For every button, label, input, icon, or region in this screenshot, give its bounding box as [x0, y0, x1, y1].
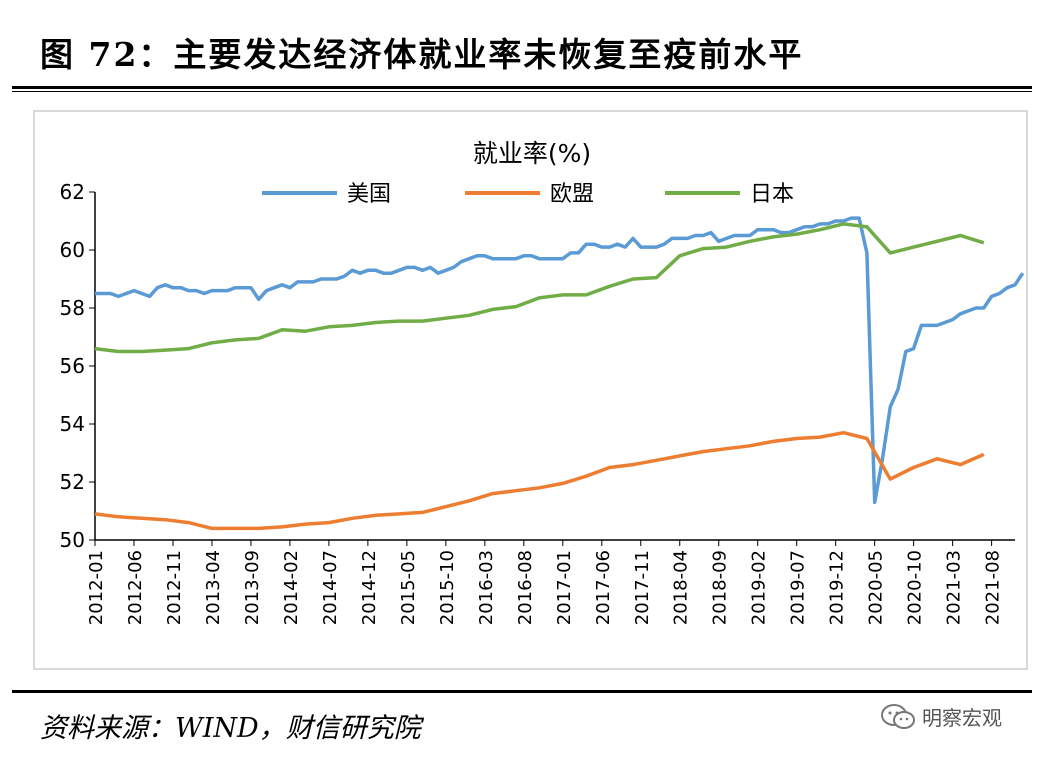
source-note: 资料来源：WIND，财信研究院	[40, 713, 421, 744]
x-tick-label: 2014-02	[281, 550, 302, 625]
legend-label-0: 美国	[347, 182, 391, 207]
series-line-0	[95, 216, 1025, 505]
y-tick-label: 52	[60, 470, 85, 494]
x-tick-label: 2012-01	[86, 550, 107, 625]
footer-rule	[12, 690, 1032, 693]
chart-frame	[33, 110, 1028, 670]
y-tick-label: 62	[60, 180, 85, 204]
chart-title: 就业率(%)	[473, 139, 591, 168]
series-line-2	[94, 222, 985, 354]
x-tick-label: 2012-06	[125, 550, 146, 625]
x-tick-label: 2019-02	[749, 550, 770, 625]
y-tick-label: 56	[60, 354, 85, 378]
x-tick-label: 2019-12	[827, 550, 848, 625]
x-tick-label: 2018-04	[671, 550, 692, 625]
series-layer	[94, 216, 1025, 531]
y-tick-label: 54	[60, 412, 85, 436]
x-tick-label: 2018-09	[710, 550, 731, 625]
x-tick-label: 2016-03	[476, 550, 497, 625]
y-tick-label: 58	[60, 296, 85, 320]
x-tick-label: 2014-12	[359, 550, 380, 625]
x-tick-label: 2013-04	[203, 550, 224, 625]
x-tick-label: 2021-03	[944, 550, 965, 625]
x-tick-label: 2014-07	[320, 550, 341, 625]
x-tick-label: 2020-05	[866, 550, 887, 625]
x-tick-label: 2019-07	[788, 550, 809, 625]
x-tick-label: 2015-10	[437, 550, 458, 625]
x-tick-label: 2013-09	[242, 550, 263, 625]
x-tick-label: 2021-08	[983, 550, 1004, 625]
x-tick-label: 2017-06	[593, 550, 614, 625]
x-tick-label: 2020-10	[905, 550, 926, 625]
legend: 美国 欧盟 日本	[262, 182, 794, 207]
legend-label-1: 欧盟	[550, 182, 594, 207]
x-tick-label: 2017-11	[632, 550, 653, 625]
x-tick-label: 2015-05	[398, 550, 419, 625]
wechat-icon	[881, 703, 915, 729]
y-tick-label: 50	[60, 528, 85, 552]
legend-label-2: 日本	[750, 182, 794, 207]
x-tick-label: 2016-08	[515, 550, 536, 625]
figure-title: 图 72：主要发达经济体就业率未恢复至疫前水平	[40, 35, 804, 74]
axes: 50 52 54 56 58 60 62 2012-01 2012-06 2012-11 2013-…	[60, 180, 1015, 625]
series-line-1	[94, 430, 985, 531]
y-tick-label: 60	[60, 238, 85, 262]
title-rule	[12, 86, 1032, 89]
x-tick-label: 2017-01	[554, 550, 575, 625]
watermark-text: 明察宏观	[922, 706, 1002, 730]
x-tick-label: 2012-11	[164, 550, 185, 625]
watermark: 明察宏观	[880, 702, 1002, 731]
title-rule-thin	[12, 91, 1032, 92]
